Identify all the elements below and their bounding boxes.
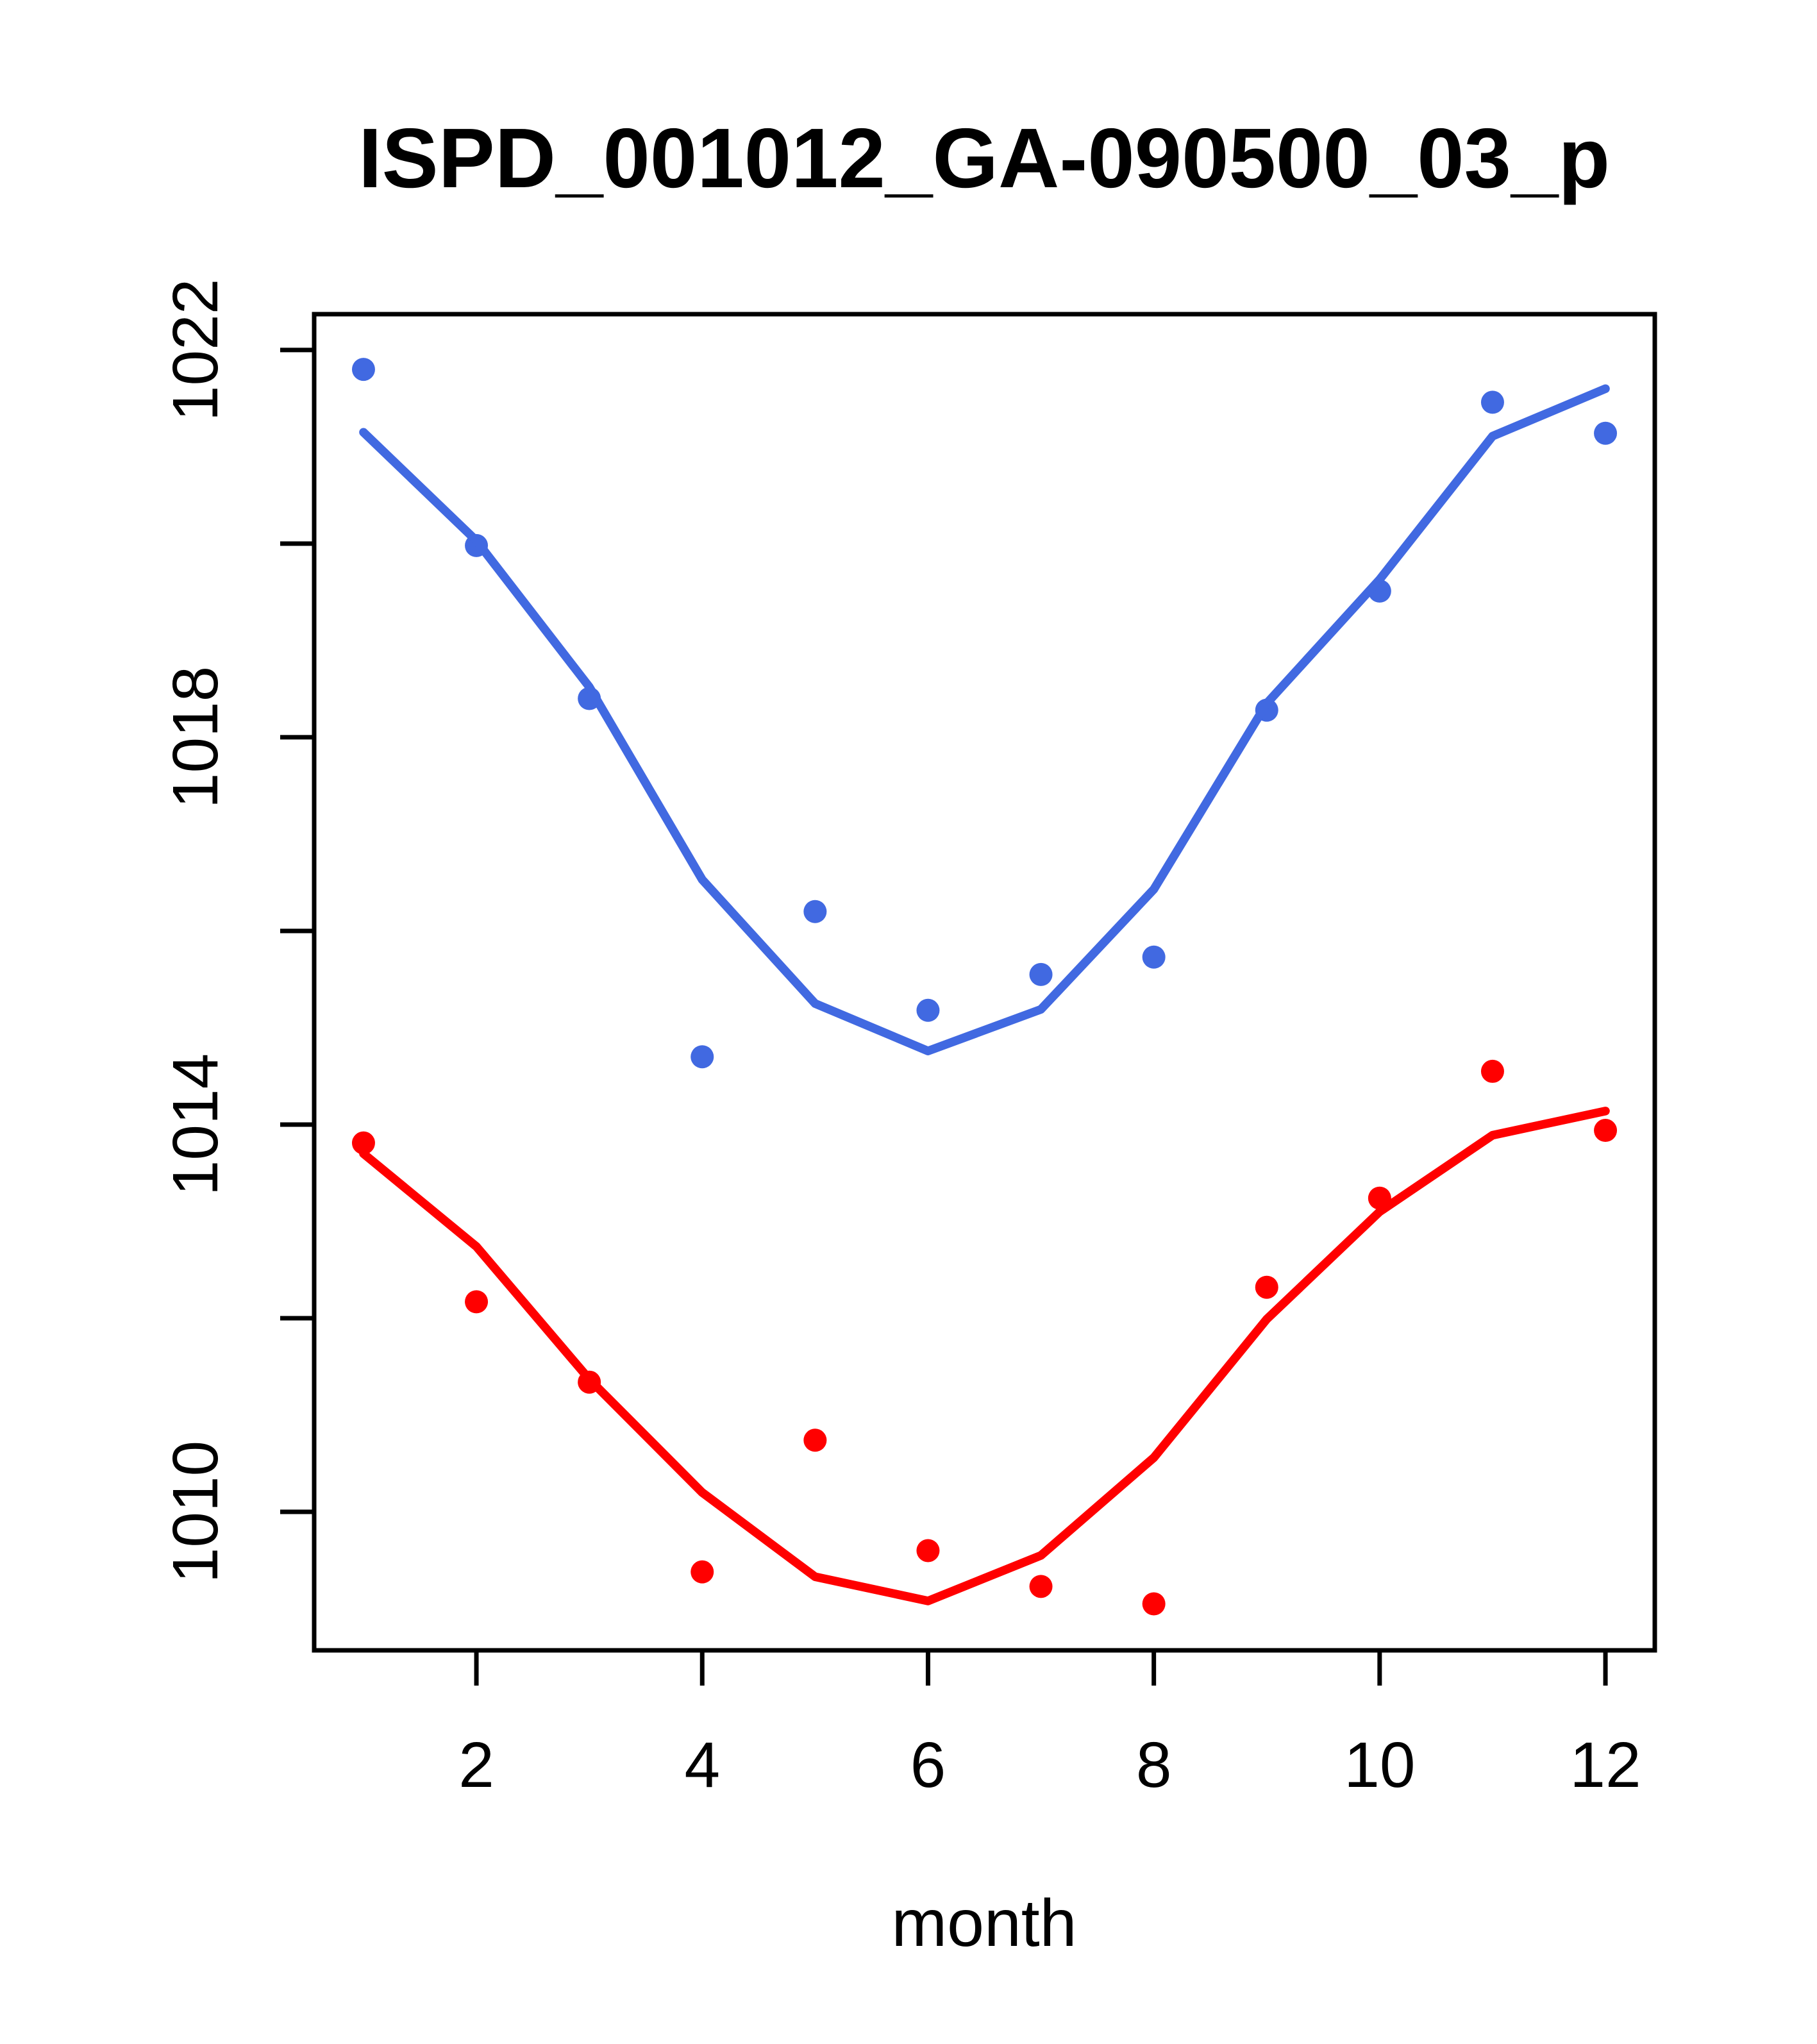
chart-title: ISPD_001012_GA-090500_03_p — [358, 111, 1610, 205]
y-tick-label: 1014 — [160, 1053, 231, 1196]
blue-observed-points-point — [691, 1045, 714, 1069]
x-axis-label: month — [891, 1886, 1076, 1961]
blue-observed-points-point — [1029, 962, 1053, 986]
x-axis-ticks: 2 4 6 8 10 12 — [458, 1650, 1641, 1801]
x-tick-label: 12 — [1570, 1729, 1641, 1801]
red-observed-points-point — [1255, 1275, 1278, 1299]
y-tick-label: 1018 — [160, 666, 231, 808]
x-tick-label: 8 — [1136, 1729, 1172, 1801]
red-observed-points-point — [1142, 1592, 1166, 1616]
blue-observed-points-point — [1142, 945, 1166, 969]
red-observed-points-point — [465, 1290, 489, 1314]
plot-frame — [312, 312, 1657, 1653]
y-axis-ticks: 1010 1014 1018 1022 — [160, 279, 314, 1583]
x-tick-label: 10 — [1344, 1729, 1415, 1801]
red-observed-points-point — [916, 1539, 940, 1562]
x-tick-label: 6 — [910, 1729, 946, 1801]
y-tick-label: 1022 — [160, 279, 231, 421]
blue-observed-points-point — [803, 900, 827, 923]
blue-observed-points-point — [1594, 421, 1618, 445]
blue-observed-points-point — [916, 998, 940, 1022]
red-observed-points-point — [1480, 1059, 1504, 1083]
x-tick-label: 4 — [684, 1729, 720, 1801]
y-tick-label: 1010 — [160, 1441, 231, 1583]
blue-observed-points-point — [351, 358, 375, 381]
red-observed-points-point — [803, 1428, 827, 1452]
red-observed-points-point — [1029, 1575, 1053, 1598]
red-observed-points-point — [1594, 1119, 1618, 1143]
series-layer — [351, 358, 1618, 1616]
x-tick-label: 2 — [458, 1729, 494, 1801]
red-observed-points-point — [691, 1560, 714, 1584]
blue-fitted-line — [359, 384, 1610, 1055]
red-fitted-line — [359, 1107, 1610, 1605]
blue-observed-points-point — [1480, 390, 1504, 414]
red-observed-points-point — [351, 1131, 375, 1155]
